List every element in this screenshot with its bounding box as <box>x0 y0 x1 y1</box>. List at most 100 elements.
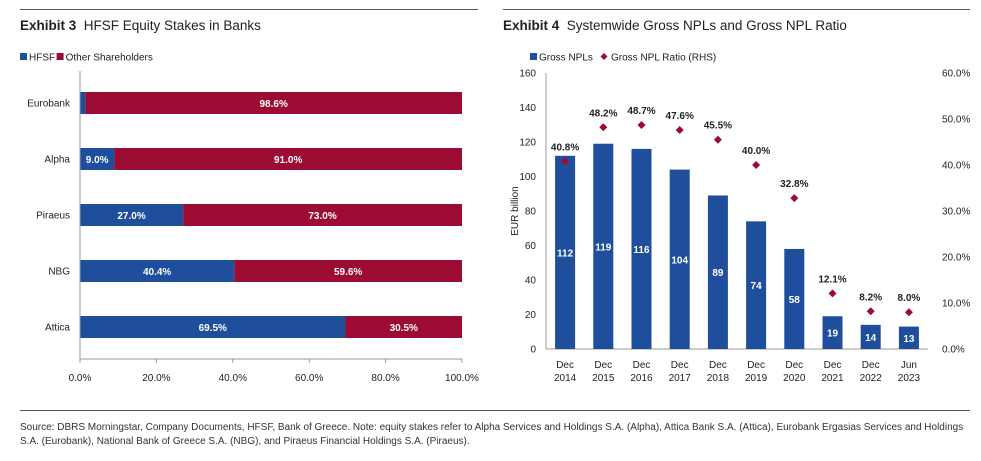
ratio-point-dec-2020 <box>790 194 799 203</box>
category-label-eurobank: Eurobank <box>27 99 71 110</box>
category-label-nbg: NBG <box>48 267 70 278</box>
ratio-value-label: 8.2% <box>859 292 882 303</box>
legend-swatch-hfsf <box>20 53 27 60</box>
ratio-value-label: 45.5% <box>704 121 732 132</box>
x-tick-label-month: Dec <box>862 360 880 371</box>
bar-value-label: 58 <box>789 295 801 306</box>
ratio-point-dec-2021 <box>828 289 837 298</box>
top-rule-right <box>503 9 970 10</box>
x-tick-label: 20.0% <box>142 373 170 384</box>
ratio-value-label: 32.8% <box>780 179 808 190</box>
bar-value-label: 119 <box>595 242 612 253</box>
x-tick-label: 100.0% <box>445 373 479 384</box>
bar-dec-2014 <box>555 155 576 349</box>
x-tick-label-month: Dec <box>709 360 727 371</box>
x-tick-label-year: 2018 <box>707 373 730 384</box>
y2-tick-label: 30.0% <box>942 207 970 218</box>
ratio-point-dec-2019 <box>752 161 761 169</box>
category-label-alpha: Alpha <box>44 155 70 166</box>
bar-eurobank-hfsf <box>80 92 86 114</box>
x-tick-label: 80.0% <box>371 373 399 384</box>
data-label-alpha-other: 91.0% <box>274 155 302 166</box>
exhibit3-label: Exhibit 3 <box>20 18 77 33</box>
bar-dec-2017 <box>669 169 690 349</box>
exhibit4-heading: Exhibit 4 Systemwide Gross NPLs and Gros… <box>503 18 847 33</box>
x-tick-label: 40.0% <box>219 373 247 384</box>
x-tick-label-month: Dec <box>633 360 651 371</box>
bar-dec-2021 <box>822 316 843 349</box>
ratio-point-dec-2014 <box>561 157 570 166</box>
legend-swatch-other-shareholders <box>56 53 64 60</box>
data-label-piraeus-other: 73.0% <box>308 211 336 222</box>
x-tick-label-year: 2014 <box>554 373 577 384</box>
data-label-piraeus-hfsf: 27.0% <box>117 211 145 222</box>
ratio-value-label: 48.7% <box>627 106 655 117</box>
data-label-nbg-hfsf: 40.4% <box>143 267 171 278</box>
x-tick-label-year: 2016 <box>630 373 653 384</box>
ratio-value-label: 8.0% <box>898 293 921 304</box>
legend-label-hfsf: HFSF <box>29 53 55 64</box>
bar-value-label: 89 <box>712 268 724 279</box>
y-tick-label: 80 <box>525 207 537 218</box>
bar-value-label: 116 <box>633 245 650 256</box>
category-label-attica: Attica <box>45 323 70 334</box>
source-note: Source: DBRS Morningstar, Company Docume… <box>20 422 964 447</box>
bar-alpha-hfsf <box>80 148 115 170</box>
ratio-point-dec-2015 <box>599 123 608 132</box>
bar-alpha-other <box>114 148 462 170</box>
bar-dec-2022 <box>860 324 881 349</box>
bar-jun-2023 <box>898 326 919 349</box>
bar-dec-2016 <box>631 148 652 349</box>
y2-tick-label: 20.0% <box>942 253 970 264</box>
legend-label-other-shareholders: Other Shareholders <box>66 53 153 64</box>
ratio-point-dec-2018 <box>713 135 722 144</box>
y2-tick-label: 60.0% <box>942 69 970 80</box>
x-tick-label-year: 2021 <box>821 373 844 384</box>
bar-value-label: 104 <box>671 255 688 266</box>
legend-swatch-gross-npls <box>530 53 537 60</box>
bar-dec-2020 <box>784 248 805 349</box>
x-tick-label: 60.0% <box>295 373 323 384</box>
data-label-eurobank-other: 98.6% <box>259 99 287 110</box>
bar-value-label: 14 <box>865 333 877 344</box>
x-tick-label-month: Jun <box>901 360 917 371</box>
ratio-value-label: 48.2% <box>589 108 617 119</box>
data-label-attica-other: 30.5% <box>390 323 418 334</box>
bar-attica-other <box>345 316 462 338</box>
y-tick-label: 60 <box>525 241 537 252</box>
bar-nbg-hfsf <box>80 260 235 282</box>
ratio-point-dec-2022 <box>866 307 875 316</box>
x-tick-label: 0.0% <box>69 373 92 384</box>
y2-tick-label: 10.0% <box>942 299 970 310</box>
x-tick-label-month: Dec <box>785 360 803 371</box>
bar-value-label: 74 <box>751 281 763 292</box>
bar-value-label: 19 <box>827 329 839 340</box>
y-tick-label: 100 <box>519 172 536 183</box>
bar-piraeus-other <box>183 204 462 226</box>
x-tick-label-month: Dec <box>556 360 574 371</box>
ratio-value-label: 12.1% <box>818 274 846 285</box>
exhibit3-heading: Exhibit 3 HFSF Equity Stakes in Banks <box>20 18 261 33</box>
bar-dec-2015 <box>593 143 614 349</box>
ratio-point-dec-2016 <box>637 120 646 129</box>
legend-label-gross-npls: Gross NPLs <box>539 53 593 64</box>
bar-dec-2018 <box>707 195 728 349</box>
x-tick-label-year: 2023 <box>898 373 921 384</box>
x-tick-label-year: 2017 <box>669 373 692 384</box>
bar-attica-hfsf <box>80 316 346 338</box>
data-label-alpha-hfsf: 9.0% <box>86 155 109 166</box>
bar-dec-2019 <box>746 221 767 349</box>
y-tick-label: 140 <box>519 103 536 114</box>
legend-swatch-gross-npl-ratio <box>600 53 608 60</box>
y-tick-label: 20 <box>525 310 537 321</box>
top-rule-left <box>20 9 478 10</box>
x-tick-label-year: 2015 <box>592 373 615 384</box>
data-label-nbg-other: 59.6% <box>334 267 362 278</box>
bar-piraeus-hfsf <box>80 204 184 226</box>
x-tick-label-year: 2019 <box>745 373 768 384</box>
y-axis-title: EUR billion <box>510 186 521 235</box>
y-tick-label: 160 <box>519 69 536 80</box>
ratio-value-label: 40.8% <box>551 142 579 153</box>
x-tick-label-month: Dec <box>594 360 612 371</box>
